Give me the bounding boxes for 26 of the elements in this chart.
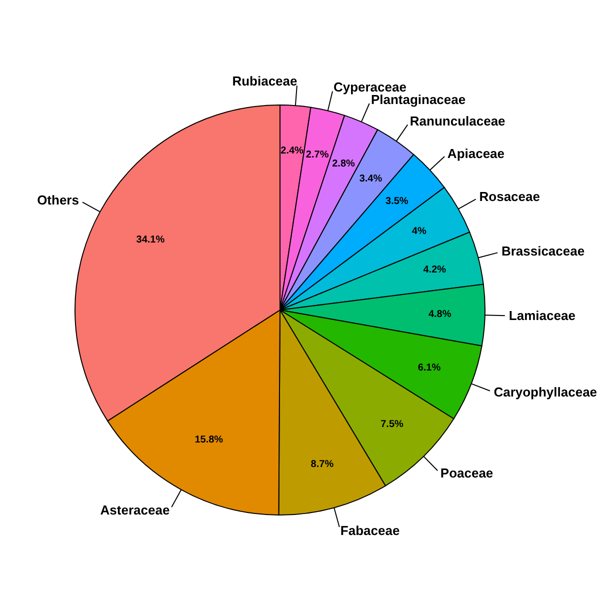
slice-label: Fabaceae	[340, 522, 400, 538]
data-label: 15.8%	[194, 434, 224, 446]
data-label: 4.8%	[428, 309, 452, 320]
data-label: 3.4%	[359, 173, 382, 184]
slice-label: Poaceae	[440, 465, 494, 480]
data-label: 2.4%	[280, 146, 304, 157]
data-label: 3.5%	[386, 196, 408, 207]
slice-label: Rubiaceae	[232, 74, 298, 89]
slice-label: Caryophyllaceae	[494, 384, 598, 400]
slice-label: Asteraceae	[100, 502, 170, 518]
slice-label: Brassicaceae	[501, 244, 585, 259]
slice-label: Plantaginaceae	[370, 92, 466, 107]
slice-label: Others	[37, 192, 79, 208]
data-label: 34.1%	[136, 234, 165, 246]
data-label: 7.5%	[380, 419, 404, 430]
slice-label: Lamiaceae	[508, 308, 576, 323]
data-label: 2.8%	[332, 158, 356, 170]
data-label: 8.7%	[310, 459, 334, 470]
slice-label: Apiaceae	[447, 146, 505, 161]
slice-label: Cyperaceae	[333, 79, 406, 94]
slice-label: Rosaceae	[479, 189, 540, 204]
data-label: 2.7%	[306, 150, 329, 161]
data-label: 4.2%	[423, 264, 446, 276]
data-label: 4%	[412, 226, 426, 238]
slice-label: Ranunculaceae	[410, 113, 506, 128]
data-label: 6.1%	[418, 362, 441, 374]
